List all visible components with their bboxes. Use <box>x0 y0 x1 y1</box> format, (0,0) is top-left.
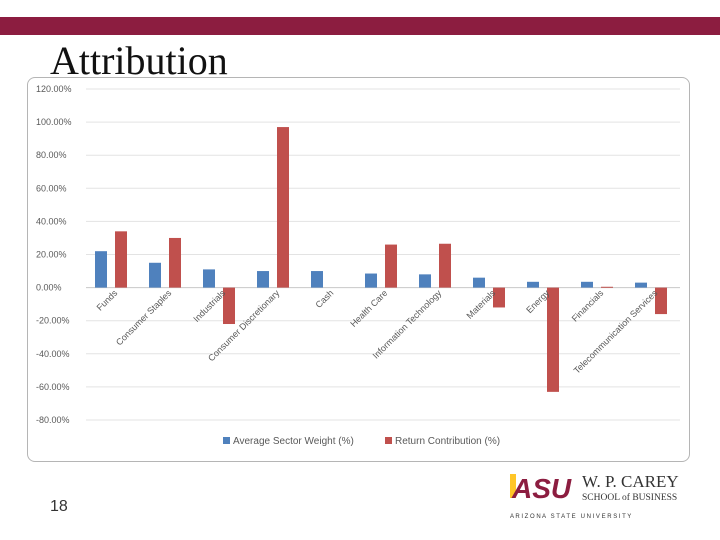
bar-return-contribution <box>493 287 505 308</box>
asu-logo-mark: ASU <box>510 473 572 504</box>
bar-return-contribution <box>277 127 289 288</box>
logo-mark-text: ASU <box>511 473 572 504</box>
legend-label-return-contribution: Return Contribution (%) <box>395 436 500 447</box>
logo-university: A R I Z O N A S T A T E U N I V E R S I … <box>510 514 631 520</box>
category-label: Materials <box>465 288 498 321</box>
logo-school-line1: W. P. CAREY <box>582 472 679 491</box>
legend-swatch-return-contribution <box>385 437 392 444</box>
wp-carey-logo: ASU W. P. CAREY SCHOOL of BUSINESS A R I… <box>508 470 708 526</box>
page-number: 18 <box>50 498 68 515</box>
bar-sector-weight <box>581 281 593 288</box>
bar-sector-weight <box>149 262 161 288</box>
bar-return-contribution <box>115 231 127 288</box>
bar-sector-weight <box>203 269 215 288</box>
attribution-chart: 120.00% 100.00% 80.00% 60.00% 40.00% 20.00% 0.… <box>36 84 680 447</box>
top-accent-bar <box>0 17 720 35</box>
chart-frame: 120.00% 100.00% 80.00% 60.00% 40.00% 20.00% 0.… <box>27 77 690 462</box>
logo-school-line2: SCHOOL of BUSINESS <box>582 492 677 503</box>
logo-mark-accent <box>510 474 516 498</box>
bar-sector-weight <box>473 277 485 288</box>
y-tick-label: 0.00% <box>36 283 62 293</box>
y-tick-label: 20.00% <box>36 250 67 260</box>
bar-return-contribution <box>655 287 667 315</box>
bar-sector-weight <box>635 282 647 288</box>
legend-swatch-sector-weight <box>223 437 230 444</box>
bar-return-contribution <box>547 287 559 392</box>
bar-sector-weight <box>419 274 431 288</box>
category-label: Funds <box>95 288 120 313</box>
bar-sector-weight <box>95 251 107 288</box>
slide-title: Attribution <box>50 38 228 83</box>
category-label: Consumer Staples <box>114 288 174 348</box>
category-label: Cash <box>313 288 335 310</box>
y-tick-label: -20.00% <box>36 316 70 326</box>
category-label: Industrials <box>191 288 227 324</box>
bar-sector-weight <box>527 281 539 288</box>
y-tick-label: -40.00% <box>36 349 70 359</box>
legend-label-sector-weight: Average Sector Weight (%) <box>233 436 354 447</box>
category-label: Health Care <box>348 288 389 329</box>
bar-sector-weight <box>257 271 269 288</box>
bar-sector-weight <box>311 271 323 288</box>
y-tick-label: 40.00% <box>36 216 67 226</box>
bar-return-contribution <box>223 287 235 325</box>
bar-return-contribution <box>601 286 613 288</box>
category-label: Financials <box>570 288 606 324</box>
y-tick-label: 60.00% <box>36 183 67 193</box>
y-tick-label: 120.00% <box>36 84 72 94</box>
bar-return-contribution <box>169 237 181 288</box>
y-tick-label: -60.00% <box>36 382 70 392</box>
bar-sector-weight <box>365 273 377 288</box>
y-tick-label: 100.00% <box>36 117 72 127</box>
y-tick-label: -80.00% <box>36 415 70 425</box>
bar-return-contribution <box>385 244 397 288</box>
bar-return-contribution <box>439 243 451 288</box>
y-tick-label: 80.00% <box>36 150 67 160</box>
